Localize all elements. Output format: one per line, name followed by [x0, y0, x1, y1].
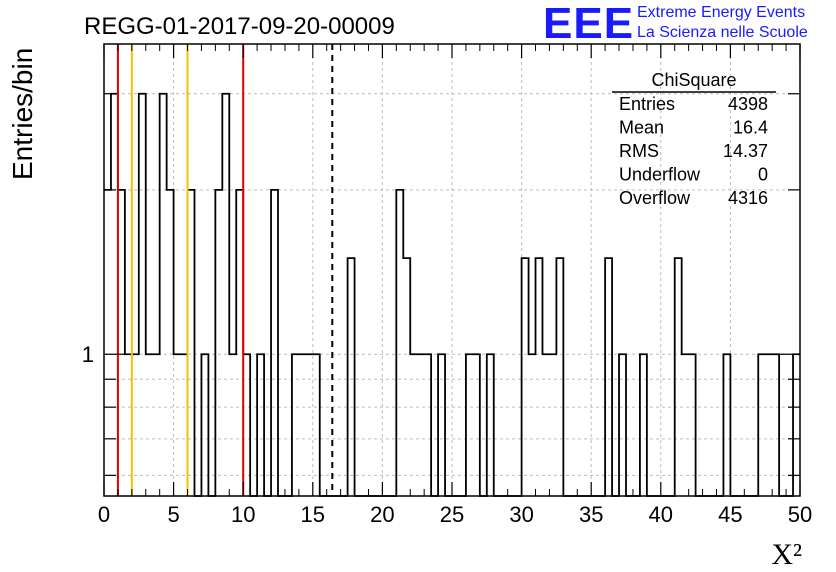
histogram-bin — [181, 354, 188, 496]
histogram-bin — [174, 354, 181, 496]
histogram-bin — [682, 354, 689, 496]
histogram-bin — [160, 94, 167, 496]
histogram-bin — [229, 354, 236, 496]
histogram-bin — [292, 354, 299, 496]
x-tick-label: 40 — [649, 502, 673, 527]
stats-value: 4316 — [728, 188, 768, 208]
histogram-bin — [403, 258, 410, 496]
histogram-bin — [111, 94, 118, 496]
histogram-bin — [215, 190, 222, 496]
x-tick-label: 10 — [231, 502, 255, 527]
histogram-bin — [188, 190, 195, 496]
histogram-bin — [473, 354, 480, 496]
histogram-bin — [619, 354, 626, 496]
grid — [103, 44, 801, 496]
histogram-bin — [139, 94, 146, 496]
x-tick-label: 50 — [788, 502, 812, 527]
histogram-bin — [549, 354, 556, 496]
histogram-bin — [146, 354, 153, 496]
histogram-bin — [236, 190, 243, 496]
x-tick-label: 25 — [440, 502, 464, 527]
threshold-lines — [116, 44, 334, 496]
histogram-bin — [243, 354, 250, 496]
stats-label: RMS — [619, 141, 659, 161]
histogram-bin — [257, 354, 264, 496]
histogram-bin — [153, 354, 160, 496]
histogram-bin — [201, 354, 208, 496]
histogram-bin — [793, 354, 800, 496]
histogram-bin — [410, 354, 417, 496]
histogram-bin — [529, 354, 536, 496]
histogram-bin — [396, 190, 403, 496]
histogram-bin — [438, 354, 445, 496]
x-tick-label: 20 — [370, 502, 394, 527]
histogram-bin — [118, 190, 125, 496]
x-tick-label: 30 — [509, 502, 533, 527]
x-axis-label: X² — [771, 538, 802, 571]
stats-label: Overflow — [619, 188, 691, 208]
stats-title: ChiSquare — [651, 70, 736, 90]
histogram-bin — [222, 94, 229, 496]
stats-box: ChiSquare Entries 4398 Mean 16.4 RMS 14.37 Und… — [612, 70, 776, 208]
histogram-bin — [125, 354, 132, 496]
chart-title: REGG-01-2017-09-20-00009 — [84, 13, 395, 40]
histogram-bin — [424, 354, 431, 496]
x-tick-label: 5 — [167, 502, 179, 527]
histogram-bin — [348, 258, 355, 496]
histogram-bin — [313, 354, 320, 496]
stats-label: Entries — [619, 94, 675, 114]
histogram-bin — [772, 354, 779, 496]
histogram-bin — [723, 354, 730, 496]
histogram-bin — [556, 258, 563, 496]
histogram-bin — [605, 258, 612, 496]
eee-logo-line2: La Scienza nelle Scuole — [637, 24, 808, 41]
histogram-bin — [271, 190, 278, 496]
histogram-bin — [466, 354, 473, 496]
stats-value: 0 — [758, 165, 768, 185]
histogram-bin — [542, 354, 549, 496]
histogram-bin — [299, 354, 306, 496]
stats-value: 14.37 — [723, 141, 768, 161]
stats-label: Mean — [619, 118, 664, 138]
histogram-bin — [536, 258, 543, 496]
axis-ticks — [103, 44, 801, 496]
stats-value: 16.4 — [733, 118, 768, 138]
histogram-bin — [132, 354, 139, 496]
histogram-bin — [765, 354, 772, 496]
x-tick-label: 15 — [301, 502, 325, 527]
histogram-bin — [417, 354, 424, 496]
histogram-bin — [522, 258, 529, 496]
histogram-bin — [167, 190, 174, 496]
eee-logo-line1: Extreme Energy Events — [637, 4, 806, 21]
histogram-bin — [104, 190, 111, 496]
histogram-bin — [675, 258, 682, 496]
stats-value: 4398 — [728, 94, 768, 114]
x-tick-label: 35 — [579, 502, 603, 527]
y-tick-label: 1 — [82, 342, 94, 367]
y-axis-label: Entries/bin — [7, 48, 38, 180]
eee-logo-mark: EEE — [543, 0, 635, 48]
axis-tick-labels: 0 5 10 15 20 25 30 35 40 45 50 1 — [82, 342, 812, 527]
histogram-bin — [306, 354, 313, 496]
stats-label: Underflow — [619, 165, 701, 185]
histogram-bin — [640, 354, 647, 496]
histogram-bin — [758, 354, 765, 496]
x-tick-label: 45 — [718, 502, 742, 527]
histogram-bin — [487, 354, 494, 496]
x-tick-label: 0 — [98, 502, 110, 527]
histogram-bin — [689, 354, 696, 496]
